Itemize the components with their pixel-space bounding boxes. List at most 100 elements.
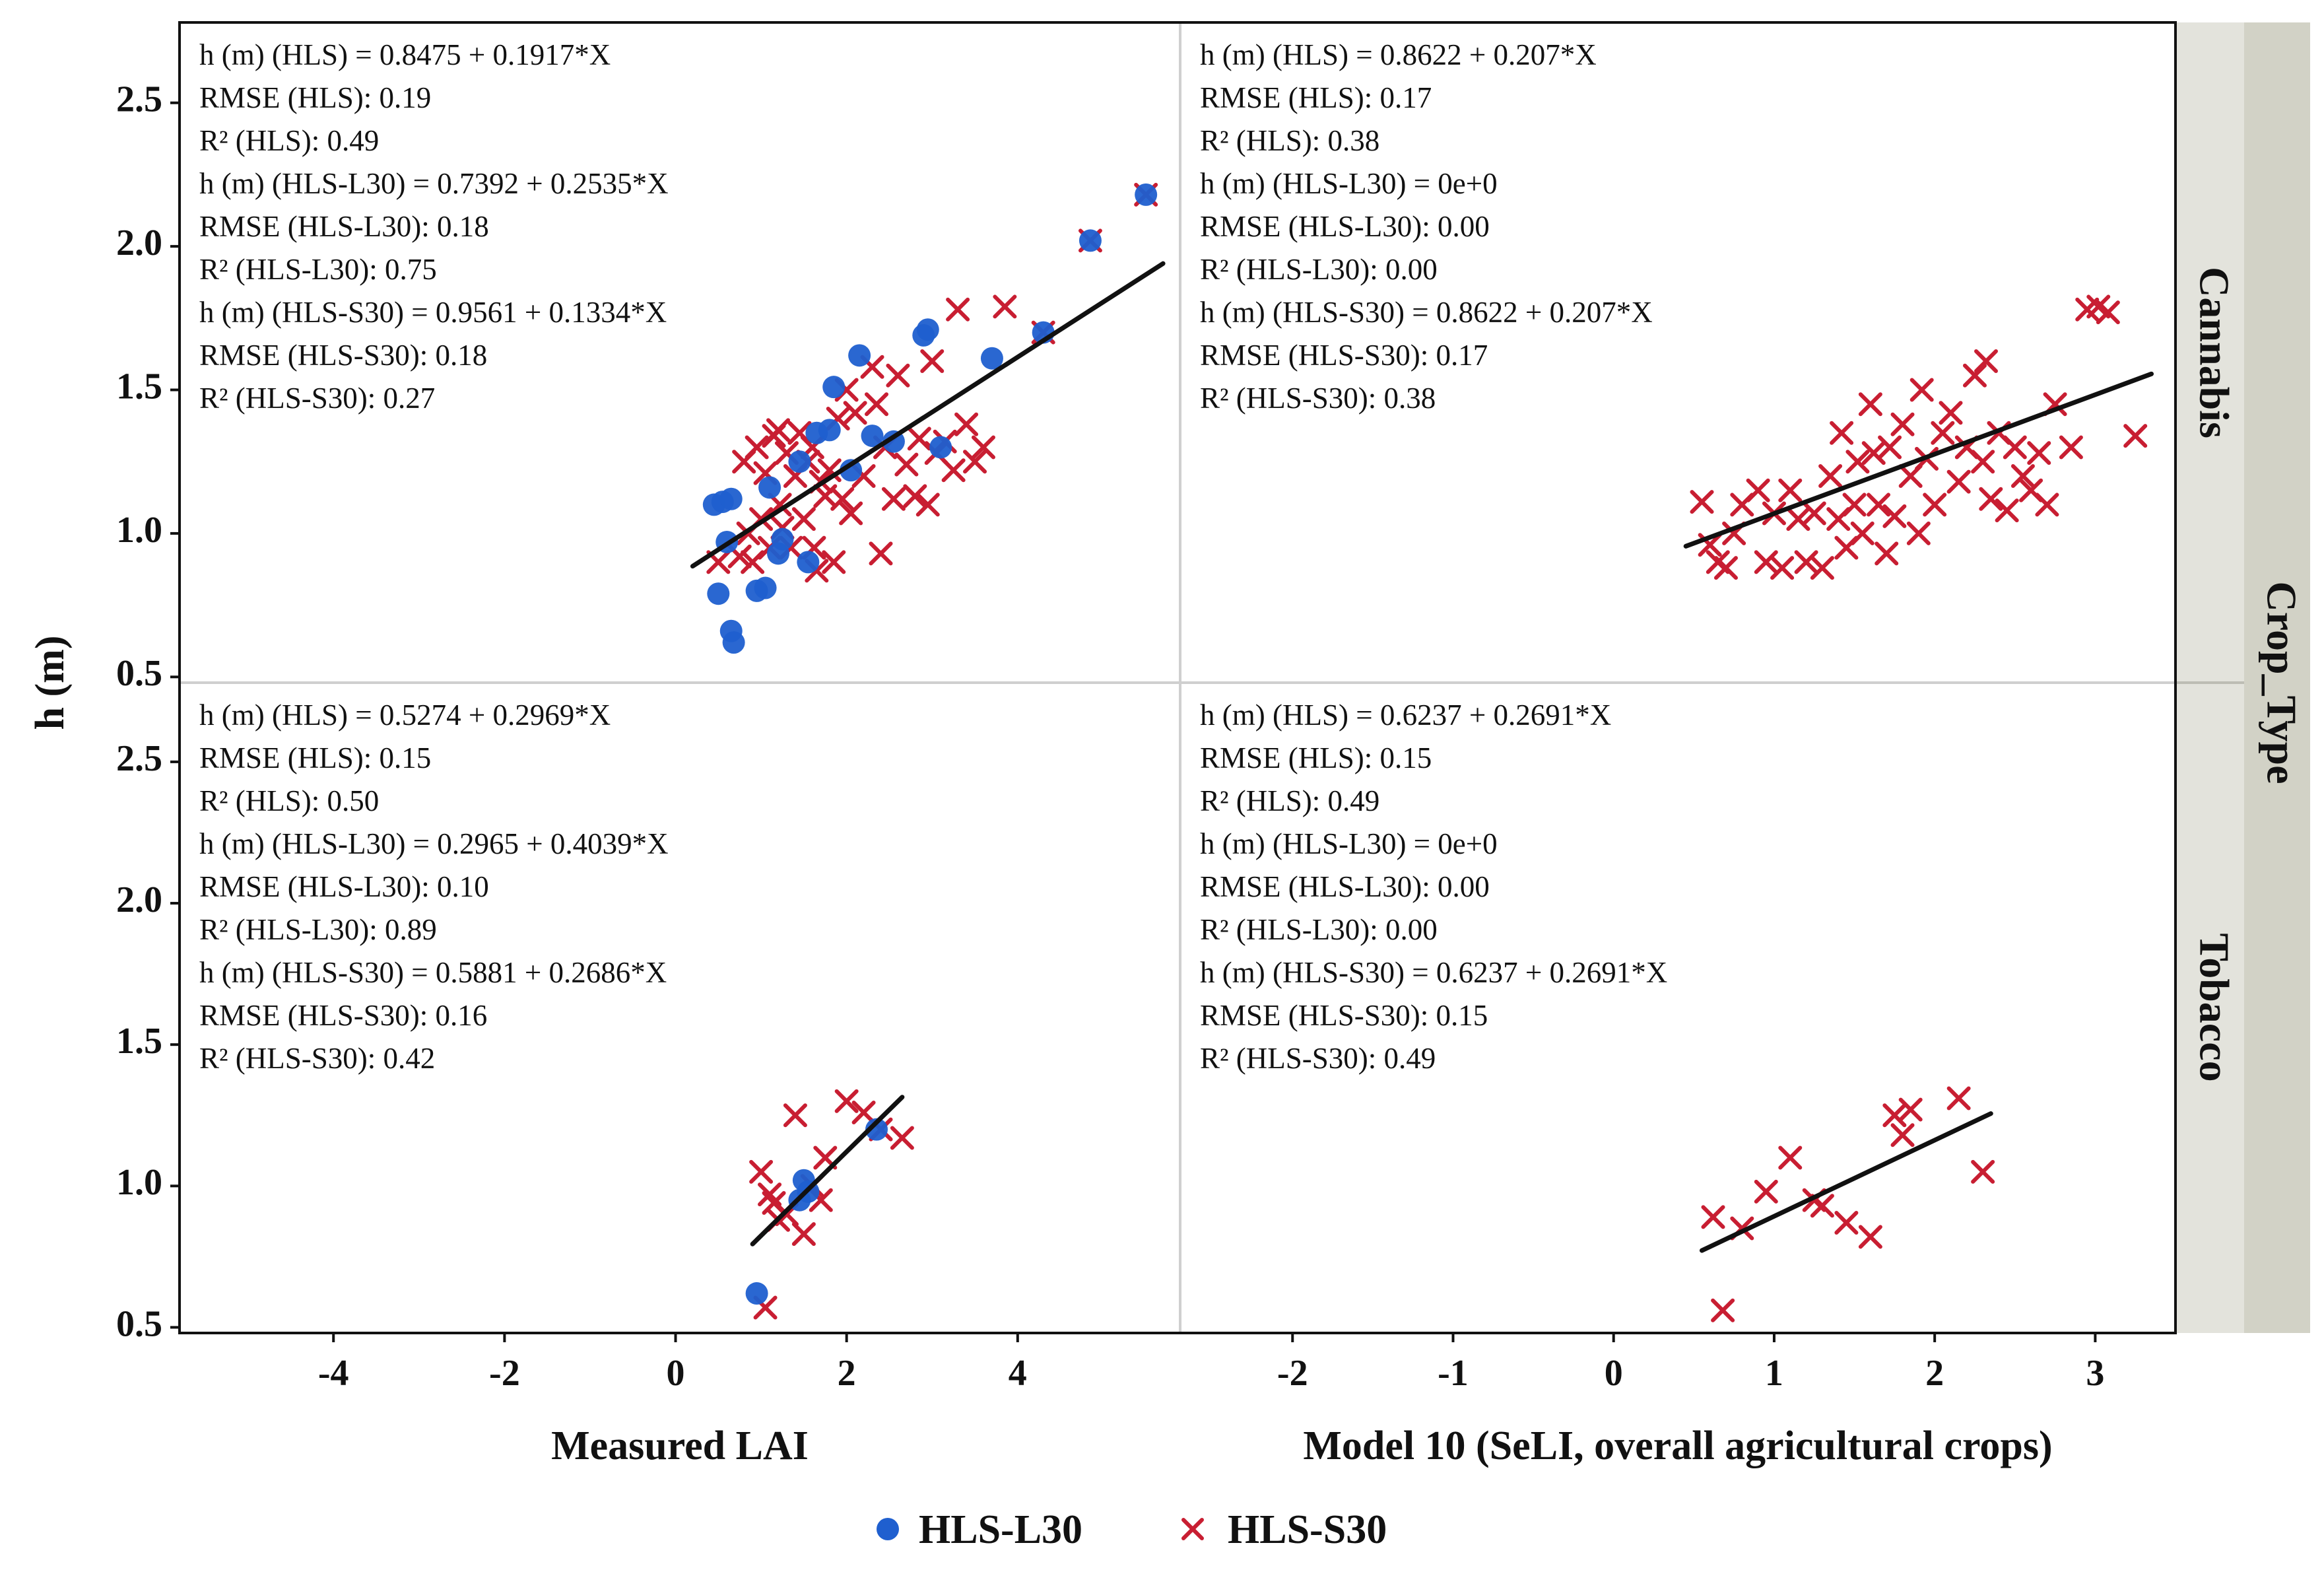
row-label-cannabis: Cannabis bbox=[2191, 267, 2238, 438]
row-strip-cannabis bbox=[2175, 22, 2244, 683]
point-hls-s30 bbox=[2010, 463, 2035, 488]
point-hls-l30 bbox=[722, 631, 745, 654]
point-hls-s30 bbox=[1909, 378, 1934, 402]
equation-line: R² (HLS-L30): 0.00 bbox=[1200, 913, 1438, 946]
panel-tobacco-model-10: h (m) (HLS) = 0.6237 + 0.2691*X RMSE (HLS… bbox=[1200, 699, 1995, 1322]
point-hls-s30 bbox=[1867, 493, 1891, 517]
equation-line: RMSE (HLS-L30): 0.18 bbox=[199, 210, 489, 243]
point-hls-s30 bbox=[1818, 463, 1843, 488]
point-hls-s30 bbox=[1974, 349, 1998, 374]
panel-cannabis-model-10: h (m) (HLS) = 0.8622 + 0.207*X RMSE (HLS)… bbox=[1200, 38, 2154, 580]
y-tick-label-tobacco: 0.5 bbox=[116, 1303, 162, 1344]
y-tick-label-tobacco: 2.5 bbox=[116, 738, 162, 779]
point-hls-s30 bbox=[766, 418, 791, 442]
point-hls-s30 bbox=[1979, 487, 2003, 511]
y-axis-title: h (m) bbox=[28, 636, 73, 730]
point-hls-l30 bbox=[754, 576, 777, 599]
equation-line: RMSE (HLS-S30): 0.15 bbox=[1200, 999, 1488, 1032]
point-hls-s30 bbox=[1995, 498, 2019, 523]
equation-line: h (m) (HLS-S30) = 0.9561 + 0.1334*X bbox=[199, 296, 667, 329]
point-hls-s30 bbox=[1850, 521, 1875, 545]
point-hls-s30 bbox=[1778, 1145, 1803, 1170]
point-hls-s30 bbox=[791, 507, 816, 531]
point-hls-l30 bbox=[861, 425, 884, 448]
point-hls-s30 bbox=[1754, 1179, 1778, 1204]
point-hls-s30 bbox=[768, 493, 792, 517]
point-hls-s30 bbox=[1690, 490, 1714, 514]
point-hls-s30 bbox=[1890, 412, 1915, 436]
point-hls-s30 bbox=[1770, 556, 1795, 580]
point-hls-s30 bbox=[830, 487, 855, 511]
equation-line: RMSE (HLS): 0.17 bbox=[1200, 81, 1432, 114]
point-hls-s30 bbox=[1713, 556, 1738, 580]
point-hls-l30 bbox=[788, 450, 811, 473]
equation-line: RMSE (HLS-L30): 0.00 bbox=[1200, 210, 1490, 243]
point-hls-s30 bbox=[1875, 541, 1899, 566]
equation-line: RMSE (HLS): 0.15 bbox=[199, 741, 431, 774]
point-hls-s30 bbox=[886, 363, 910, 388]
point-hls-s30 bbox=[1810, 556, 1834, 580]
point-hls-s30 bbox=[1861, 441, 1886, 465]
x-tick-label: 1 bbox=[1765, 1353, 1783, 1394]
equation-line: R² (HLS-S30): 0.27 bbox=[199, 382, 435, 415]
legend-label-hls-l30: HLS-L30 bbox=[919, 1507, 1082, 1552]
point-hls-l30 bbox=[865, 1118, 888, 1141]
equation-line: h (m) (HLS-L30) = 0.7392 + 0.2535*X bbox=[199, 167, 669, 200]
point-hls-l30 bbox=[1135, 183, 1158, 206]
equation-line: RMSE (HLS): 0.15 bbox=[1200, 741, 1432, 774]
point-hls-l30 bbox=[758, 476, 781, 499]
point-hls-s30 bbox=[1810, 1194, 1834, 1218]
equation-line: R² (HLS-L30): 0.89 bbox=[199, 913, 437, 946]
y-tick-label-tobacco: 2.0 bbox=[116, 879, 162, 920]
y-axis-ticks: 0.5 1.0 1.5 2.0 2.5 0.5 1.0 1.5 2.0 2.5 bbox=[116, 79, 180, 1344]
point-hls-s30 bbox=[822, 550, 846, 574]
point-hls-s30 bbox=[1858, 1225, 1882, 1249]
point-hls-s30 bbox=[783, 1103, 807, 1128]
point-hls-s30 bbox=[1830, 421, 1854, 445]
point-hls-l30 bbox=[707, 582, 730, 605]
x-tick-label: -1 bbox=[1438, 1353, 1469, 1394]
point-hls-s30 bbox=[1794, 550, 1818, 574]
equation-line: h (m) (HLS-L30) = 0e+0 bbox=[1200, 827, 1498, 860]
point-hls-s30 bbox=[1746, 478, 1770, 502]
point-hls-s30 bbox=[2059, 435, 2083, 460]
point-hls-s30 bbox=[749, 1159, 774, 1184]
equation-line: RMSE (HLS-S30): 0.16 bbox=[199, 999, 487, 1032]
equation-line: R² (HLS-S30): 0.42 bbox=[199, 1042, 435, 1075]
point-hls-s30 bbox=[890, 1126, 914, 1150]
point-hls-s30 bbox=[1890, 1123, 1915, 1147]
point-hls-s30 bbox=[1701, 1205, 1725, 1229]
point-hls-s30 bbox=[1946, 1086, 1971, 1111]
legend-marker-hls-l30 bbox=[877, 1518, 899, 1540]
point-hls-s30 bbox=[2035, 493, 2059, 517]
point-hls-l30 bbox=[771, 528, 794, 551]
x-tick-label: 4 bbox=[1009, 1353, 1027, 1394]
equation-line: RMSE (HLS-S30): 0.18 bbox=[199, 339, 487, 372]
fit-line bbox=[690, 261, 1166, 569]
equation-line: h (m) (HLS-S30) = 0.8622 + 0.207*X bbox=[1200, 296, 1653, 329]
point-hls-s30 bbox=[1971, 450, 1995, 474]
point-hls-l30 bbox=[1079, 229, 1102, 252]
facet-title: Crop_Type bbox=[2258, 582, 2305, 784]
equation-line: R² (HLS): 0.49 bbox=[199, 124, 379, 157]
point-hls-l30 bbox=[822, 376, 846, 399]
legend-label-hls-s30: HLS-S30 bbox=[1228, 1507, 1387, 1552]
point-hls-s30 bbox=[894, 452, 919, 477]
equation-line: RMSE (HLS): 0.19 bbox=[199, 81, 431, 114]
equation-line: R² (HLS-S30): 0.49 bbox=[1200, 1042, 1436, 1075]
y-tick-label-cannabis: 0.5 bbox=[116, 653, 162, 694]
point-hls-s30 bbox=[745, 435, 769, 460]
point-hls-s30 bbox=[971, 435, 995, 460]
point-hls-s30 bbox=[1971, 1159, 1995, 1184]
point-hls-s30 bbox=[1802, 501, 1826, 526]
point-hls-s30 bbox=[920, 349, 945, 374]
point-hls-l30 bbox=[848, 344, 871, 367]
point-hls-s30 bbox=[1858, 392, 1882, 417]
equation-line: h (m) (HLS) = 0.6237 + 0.2691*X bbox=[1200, 699, 1611, 732]
panel-tobacco-measured-lai: h (m) (HLS) = 0.5274 + 0.2969*X RMSE (HLS… bbox=[199, 699, 914, 1320]
equation-line: RMSE (HLS-L30): 0.00 bbox=[1200, 870, 1490, 903]
fit-line bbox=[1683, 371, 2154, 549]
point-hls-l30 bbox=[719, 487, 743, 510]
x-tick-label: 2 bbox=[1925, 1353, 1944, 1394]
